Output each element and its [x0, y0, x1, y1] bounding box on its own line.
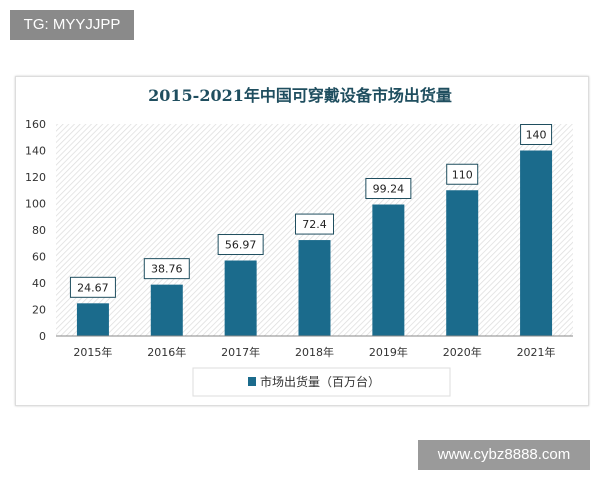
data-label: 140 — [526, 129, 547, 142]
y-tick-label: 80 — [32, 224, 46, 237]
data-label: 110 — [452, 168, 473, 181]
legend-box — [192, 367, 451, 397]
y-tick-label: 160 — [25, 118, 46, 131]
data-label-box — [520, 124, 553, 145]
bar — [520, 150, 553, 336]
data-label-box — [217, 234, 264, 256]
y-tick-label: 40 — [32, 277, 46, 290]
bottom-watermark: www.cybz8888.com — [418, 440, 590, 470]
data-label-box — [295, 213, 334, 235]
data-label: 56.97 — [225, 239, 257, 252]
legend-swatch — [248, 377, 256, 386]
bar — [224, 260, 257, 336]
legend-label: 市场出货量（百万台） — [260, 374, 380, 389]
data-label-box — [69, 276, 116, 298]
top-watermark: TG: MYYJJPP — [10, 10, 134, 40]
data-label: 38.76 — [151, 263, 183, 276]
x-tick-label: 2015年 — [73, 345, 112, 359]
y-tick-label: 120 — [25, 171, 46, 184]
bar — [150, 284, 183, 336]
bar — [298, 240, 331, 336]
x-tick-label: 2016年 — [147, 345, 186, 359]
data-label: 99.24 — [373, 183, 405, 196]
data-label-box — [143, 258, 190, 280]
x-tick-label: 2021年 — [517, 345, 556, 359]
x-tick-label: 2017年 — [221, 345, 260, 359]
bar — [372, 204, 405, 336]
data-label: 72.4 — [302, 218, 327, 231]
x-tick-label: 2020年 — [443, 345, 482, 359]
bar — [76, 303, 109, 336]
data-label-box — [365, 178, 412, 200]
data-label-box — [446, 163, 479, 185]
y-tick-label: 0 — [39, 330, 46, 343]
x-tick-label: 2018年 — [295, 345, 334, 359]
bar — [446, 190, 479, 336]
y-tick-label: 100 — [25, 198, 46, 211]
x-tick-label: 2019年 — [369, 345, 408, 359]
chart-title: 2015-2021年中国可穿戴设备市场出货量 — [148, 86, 452, 105]
y-tick-label: 20 — [32, 304, 46, 317]
chart-frame — [15, 76, 589, 406]
y-tick-label: 140 — [25, 145, 46, 158]
data-label: 24.67 — [77, 281, 109, 294]
y-tick-label: 60 — [32, 251, 46, 264]
